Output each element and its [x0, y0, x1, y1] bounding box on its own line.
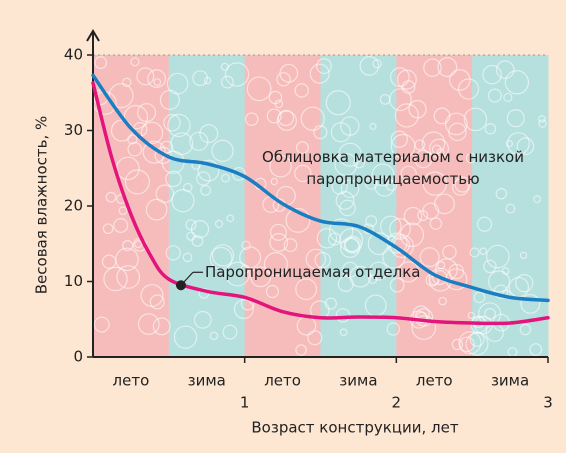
x-tick-label: 1: [240, 394, 250, 412]
y-tick-label: 30: [64, 121, 83, 139]
chart: Весовая влажность, % Возраст конструкции…: [0, 0, 566, 453]
y-tick-label: 40: [64, 46, 83, 64]
season-label: зима: [491, 372, 529, 390]
annotation-point: [176, 280, 186, 290]
season-band: [321, 55, 397, 357]
season-band: [93, 55, 169, 357]
series-annotation: Облицовка материалом с низкой паропрониц…: [256, 146, 530, 190]
season-label: зима: [188, 372, 226, 390]
series-annotation: Паропроницаемая отделка: [205, 263, 421, 281]
x-tick-label: 3: [543, 394, 553, 412]
page: {"chart_data": { "type": "line", "y_labe…: [0, 0, 566, 453]
season-label: лето: [113, 372, 150, 390]
y-tick-label: 20: [64, 197, 83, 215]
season-label: лето: [416, 372, 453, 390]
season-label: зима: [339, 372, 377, 390]
x-axis-label: Возраст конструкции, лет: [251, 419, 458, 437]
x-tick-label: 2: [392, 394, 402, 412]
season-band: [169, 55, 245, 357]
y-tick-label: 0: [73, 348, 83, 366]
season-label: лето: [264, 372, 301, 390]
y-axis-label: Весовая влажность, %: [33, 116, 51, 295]
y-tick-label: 10: [64, 272, 83, 290]
